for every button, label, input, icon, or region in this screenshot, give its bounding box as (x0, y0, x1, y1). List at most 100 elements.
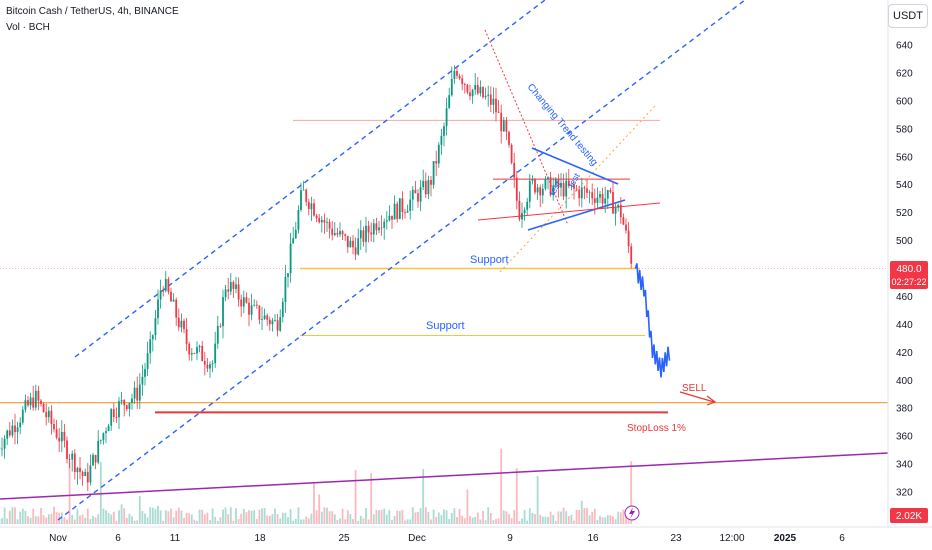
candle-body (526, 201, 529, 210)
y-tick-label: 380 (896, 404, 913, 415)
projection-path (634, 263, 671, 378)
volume-bar (326, 507, 328, 524)
candle-body (183, 320, 185, 330)
candle-body (323, 219, 326, 223)
volume-bar (71, 514, 74, 524)
candle-body (385, 220, 388, 222)
candle-body (427, 179, 430, 195)
candle-body (157, 299, 159, 319)
volume-bar (580, 500, 583, 524)
price-axis[interactable]: 3203403603804004204404604805005205405605… (887, 0, 913, 527)
candle-body (279, 317, 282, 331)
volume-bar (294, 518, 297, 524)
volume-bar (385, 514, 388, 524)
lightning-event-icon[interactable] (624, 505, 640, 521)
candle-body (489, 94, 492, 105)
candle-body (528, 180, 531, 202)
candle-body (281, 301, 284, 318)
volume-bar (502, 510, 505, 524)
volume-bars (0, 448, 633, 524)
volume-bar (250, 510, 253, 524)
candle-body (463, 83, 466, 85)
volume-bar (518, 520, 521, 524)
volume-bar (471, 517, 474, 524)
volume-bar (510, 518, 513, 524)
candle-body (42, 403, 45, 413)
candle-body (601, 194, 604, 204)
volume-bar (63, 517, 66, 524)
candle-body (606, 190, 609, 199)
volume-bar (349, 514, 352, 524)
x-tick-label: 12:00 (719, 533, 744, 544)
candle-body (554, 179, 557, 186)
candle-body (6, 430, 9, 439)
candle-body (617, 204, 620, 208)
volume-bar (193, 519, 196, 524)
volume-bar (235, 508, 237, 524)
volume-bar (344, 519, 347, 524)
candle-body (305, 189, 308, 202)
volume-bar (378, 510, 380, 524)
volume-bar (450, 512, 453, 524)
volume-bar (461, 515, 464, 524)
currency-unit-button[interactable]: USDT (888, 4, 928, 28)
candle-body (346, 235, 349, 248)
candle-body (203, 361, 206, 365)
volume-indicator-label[interactable]: Vol · BCH (6, 22, 50, 33)
candle-body (344, 234, 347, 236)
y-tick-label: 320 (896, 488, 913, 499)
volume-bar (86, 508, 89, 524)
candle-body (222, 297, 224, 327)
wedge-base-line (477, 202, 661, 221)
volume-bar (214, 516, 217, 524)
time-axis[interactable]: Nov 6 11 18 25 Dec 9 16 23 12:00 2025 6 (0, 526, 932, 544)
volume-bar (146, 517, 149, 524)
candle-body (599, 194, 601, 198)
volume-bar (34, 516, 37, 524)
candle-body (300, 190, 302, 210)
candle-body (466, 84, 469, 93)
candle-body (302, 189, 305, 191)
volume-bar (24, 510, 27, 524)
candle-body (229, 282, 232, 292)
volume-bar (437, 512, 440, 524)
candle-body (523, 209, 526, 213)
candle-body (362, 230, 365, 242)
candle-body (255, 304, 258, 306)
volume-bar (489, 513, 492, 524)
volume-bar (53, 506, 55, 524)
candle-body (287, 273, 289, 277)
candle-body (500, 112, 503, 132)
volume-bar (521, 518, 523, 524)
volume-bar (201, 509, 204, 524)
candle-body (580, 187, 583, 199)
volume-bar (315, 510, 318, 524)
volume-bar (393, 516, 396, 524)
candle-body (352, 240, 354, 248)
x-tick-label: 6 (839, 533, 845, 544)
y-tick-label: 620 (896, 68, 913, 79)
candle-body (133, 387, 136, 399)
volume-bar (180, 510, 183, 524)
volume-bar (617, 511, 620, 524)
volume-bar (398, 510, 401, 524)
volume-bar (175, 510, 178, 524)
volume-bar (115, 520, 118, 524)
candle-body (534, 179, 536, 193)
volume-bar (198, 509, 201, 524)
candle-body (619, 204, 622, 218)
volume-bar (453, 508, 456, 524)
candle-body (539, 187, 542, 196)
volume-bar (609, 515, 612, 524)
candle-body (190, 353, 193, 355)
volume-bar (81, 514, 84, 524)
volume-bar (219, 517, 222, 524)
candle-body (224, 289, 227, 298)
symbol-title[interactable]: Bitcoin Cash / TetherUS, 4h, BINANCE (6, 6, 179, 17)
candle-body (170, 291, 172, 302)
volume-bar (383, 508, 386, 524)
volume-bar (138, 496, 141, 524)
volume-bar (479, 519, 482, 524)
volume-bar (276, 514, 279, 524)
